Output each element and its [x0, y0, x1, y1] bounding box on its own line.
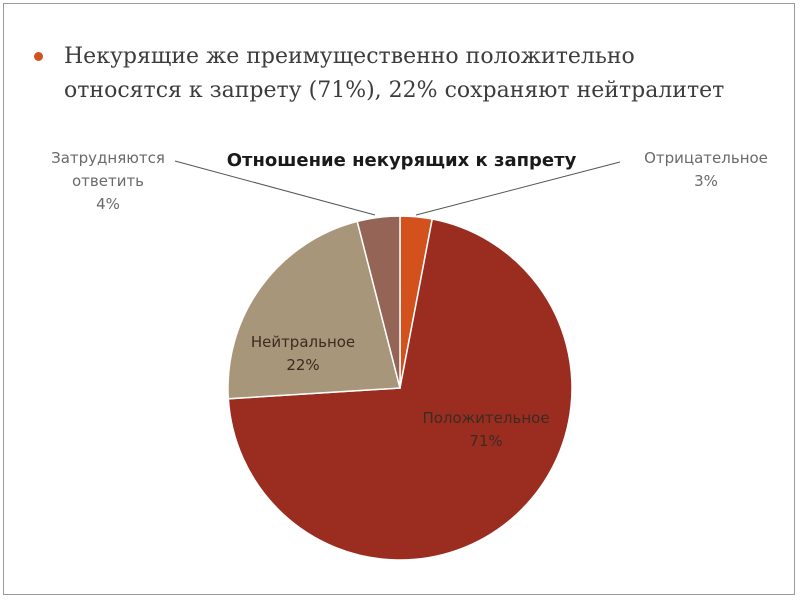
slice-value-label: 4%: [96, 195, 120, 213]
pie-slice-4: [356, 215, 401, 389]
chart-title: Отношение некурящих к запрету: [226, 150, 577, 171]
slice-name-label: Отрицательное: [644, 149, 768, 167]
bullet-line-2: относятся к запрету (71%), 22% сохраняют…: [64, 78, 725, 103]
slice-name-label: Затрудняются: [51, 149, 165, 167]
slice-name-label: ответить: [72, 172, 144, 190]
slice-value-label: 22%: [286, 356, 319, 374]
leader-line-4: [174, 160, 376, 216]
pie-slice-2: [227, 218, 573, 561]
slice-value-label: 3%: [694, 172, 718, 190]
bullet-icon: [34, 52, 43, 61]
slice-value-label: 71%: [469, 432, 502, 450]
leader-line-1: [415, 161, 621, 216]
bullet-text: Некурящие же преимущественно положительн…: [64, 40, 784, 108]
bullet-line-1: Некурящие же преимущественно положительн…: [64, 44, 635, 69]
pie-slice-3: [227, 220, 401, 400]
slice-name-label: Положительное: [422, 409, 549, 427]
slice-name-label: Нейтральное: [251, 333, 355, 351]
